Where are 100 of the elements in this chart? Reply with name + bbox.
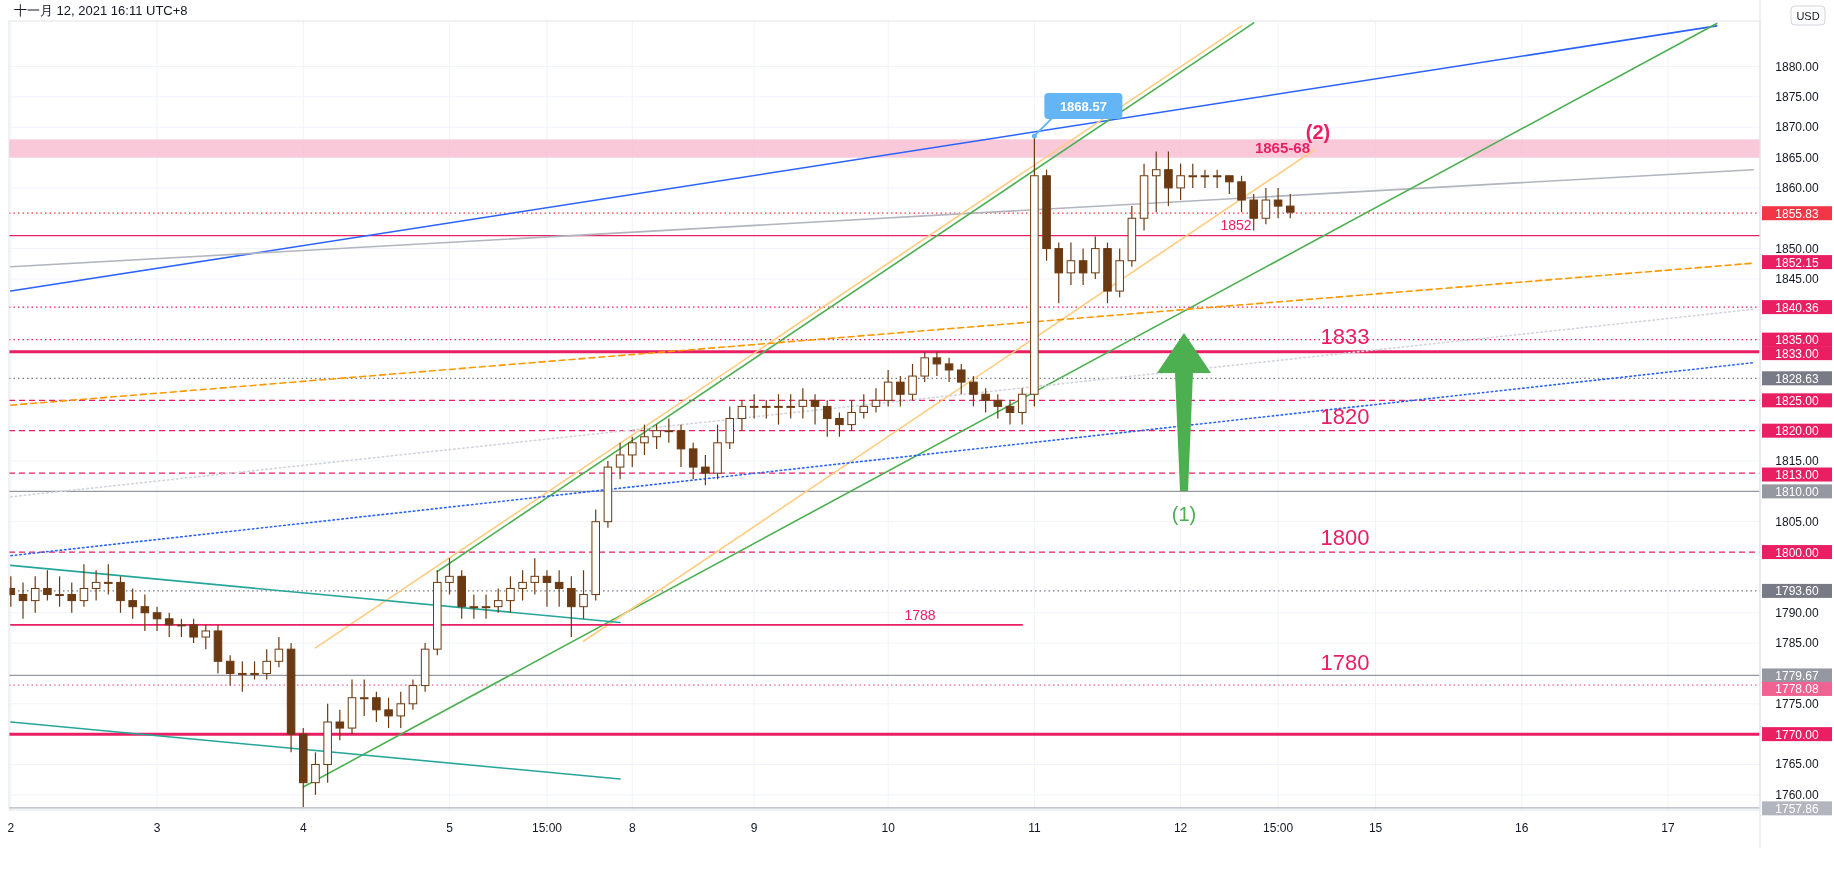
candlestick <box>481 593 491 620</box>
annotation: 1780 <box>1320 650 1370 675</box>
candlestick <box>311 751 320 796</box>
annotation: 1788 <box>904 607 936 623</box>
candlestick <box>128 587 137 620</box>
candlestick <box>920 351 929 383</box>
candlestick <box>408 678 418 711</box>
ref-line-label: 1810.00 <box>1775 484 1820 499</box>
ref-line-label: 1800.00 <box>1775 545 1820 560</box>
candlestick <box>1200 169 1210 189</box>
ref-line-label: 1835.00 <box>1775 333 1820 348</box>
candlestick <box>847 399 856 432</box>
candlestick <box>104 563 113 596</box>
ref-line-label: 1820.00 <box>1775 424 1820 439</box>
candlestick <box>225 654 235 687</box>
y-tick-label: 1790.00 <box>1775 605 1820 620</box>
annotation: 1800 <box>1320 525 1370 550</box>
candlestick <box>201 624 211 650</box>
ref-line-label: 1825.00 <box>1775 393 1820 408</box>
y-tick-label: 1850.00 <box>1775 241 1820 256</box>
candlestick <box>1249 193 1258 231</box>
candlestick <box>274 636 284 668</box>
x-tick-label: 12 <box>1173 821 1188 835</box>
candlestick <box>835 411 844 438</box>
candlestick <box>152 606 162 632</box>
candlestick <box>359 678 369 717</box>
candlestick <box>883 369 893 407</box>
candlestick <box>67 581 77 614</box>
annotation: (2) <box>1305 121 1331 143</box>
ref-line-label: 1855.83 <box>1775 206 1820 221</box>
candlestick <box>335 709 345 741</box>
y-tick-label: 1880.00 <box>1775 59 1820 74</box>
ref-line-label: 1770.00 <box>1775 727 1820 742</box>
y-tick-label: 1875.00 <box>1775 89 1820 104</box>
candlestick <box>956 363 966 395</box>
candlestick <box>1151 150 1161 213</box>
candlestick <box>969 375 978 407</box>
candlestick <box>396 691 406 729</box>
ref-line-label: 1852.15 <box>1775 255 1820 270</box>
y-tick-label: 1815.00 <box>1775 454 1820 469</box>
x-tick-label: 11 <box>1028 821 1041 835</box>
candlestick <box>762 399 771 420</box>
y-tick-label: 1775.00 <box>1775 696 1820 711</box>
y-tick-label: 1760.00 <box>1775 787 1820 802</box>
candlestick <box>79 563 89 608</box>
candlestick <box>43 569 52 602</box>
candlestick <box>652 424 661 450</box>
candlestick <box>944 357 954 383</box>
ref-line-label: 1779.67 <box>1775 668 1820 683</box>
candlestick <box>1225 175 1234 195</box>
ref-line-label: 1840.36 <box>1775 300 1820 315</box>
candlestick <box>993 393 1003 420</box>
candlestick <box>567 575 576 638</box>
x-tick-label: 15:00 <box>1263 821 1294 835</box>
candlestick <box>238 660 247 693</box>
candlestick <box>627 436 637 468</box>
candlestick <box>91 569 101 602</box>
y-tick-label: 1805.00 <box>1775 514 1820 529</box>
x-tick-label: 10 <box>881 821 896 835</box>
candlestick <box>177 618 186 638</box>
candlestick <box>1066 241 1076 286</box>
candlestick <box>445 557 454 596</box>
candlestick <box>1285 193 1295 219</box>
candlestick <box>1017 387 1027 426</box>
candlestick <box>1212 169 1222 189</box>
candlestick <box>774 393 783 426</box>
candlestick <box>250 660 259 681</box>
ref-line-label: 1833.00 <box>1775 346 1820 361</box>
ref-line-label: 1778.08 <box>1775 682 1820 697</box>
candlestick <box>140 593 150 632</box>
candlestick <box>1176 163 1185 201</box>
annotation: 1820 <box>1320 404 1370 429</box>
candlestick <box>810 393 820 426</box>
candlestick <box>542 569 552 608</box>
candlestick <box>530 557 540 596</box>
candlestick <box>786 393 795 420</box>
candlestick <box>1005 399 1015 426</box>
candlestick <box>908 363 917 401</box>
candlestick <box>1273 187 1283 219</box>
y-tick-label: 1845.00 <box>1775 271 1820 286</box>
ref-line-label: 1828.63 <box>1775 371 1820 386</box>
annotation: 1852 <box>1220 217 1252 233</box>
candlestick <box>554 569 564 608</box>
x-tick-label: 17 <box>1661 821 1675 835</box>
y-tick-label: 1870.00 <box>1775 120 1820 135</box>
candlestick <box>1237 175 1246 213</box>
x-tick-label: 15 <box>1368 821 1383 835</box>
candlestick <box>164 612 174 638</box>
annotation: (1) <box>1171 503 1197 525</box>
annotation: 1833 <box>1320 323 1370 349</box>
x-tick-label: 15:00 <box>531 821 563 835</box>
candlestick <box>664 417 674 444</box>
candlestick <box>30 575 40 614</box>
candlestick <box>469 593 479 620</box>
x-tick-label: 4 <box>299 821 307 835</box>
candlestick <box>688 442 698 480</box>
x-tick-label: 8 <box>628 821 636 835</box>
candlestick <box>518 569 527 602</box>
candlestick <box>1078 248 1088 286</box>
candlestick <box>262 648 271 681</box>
